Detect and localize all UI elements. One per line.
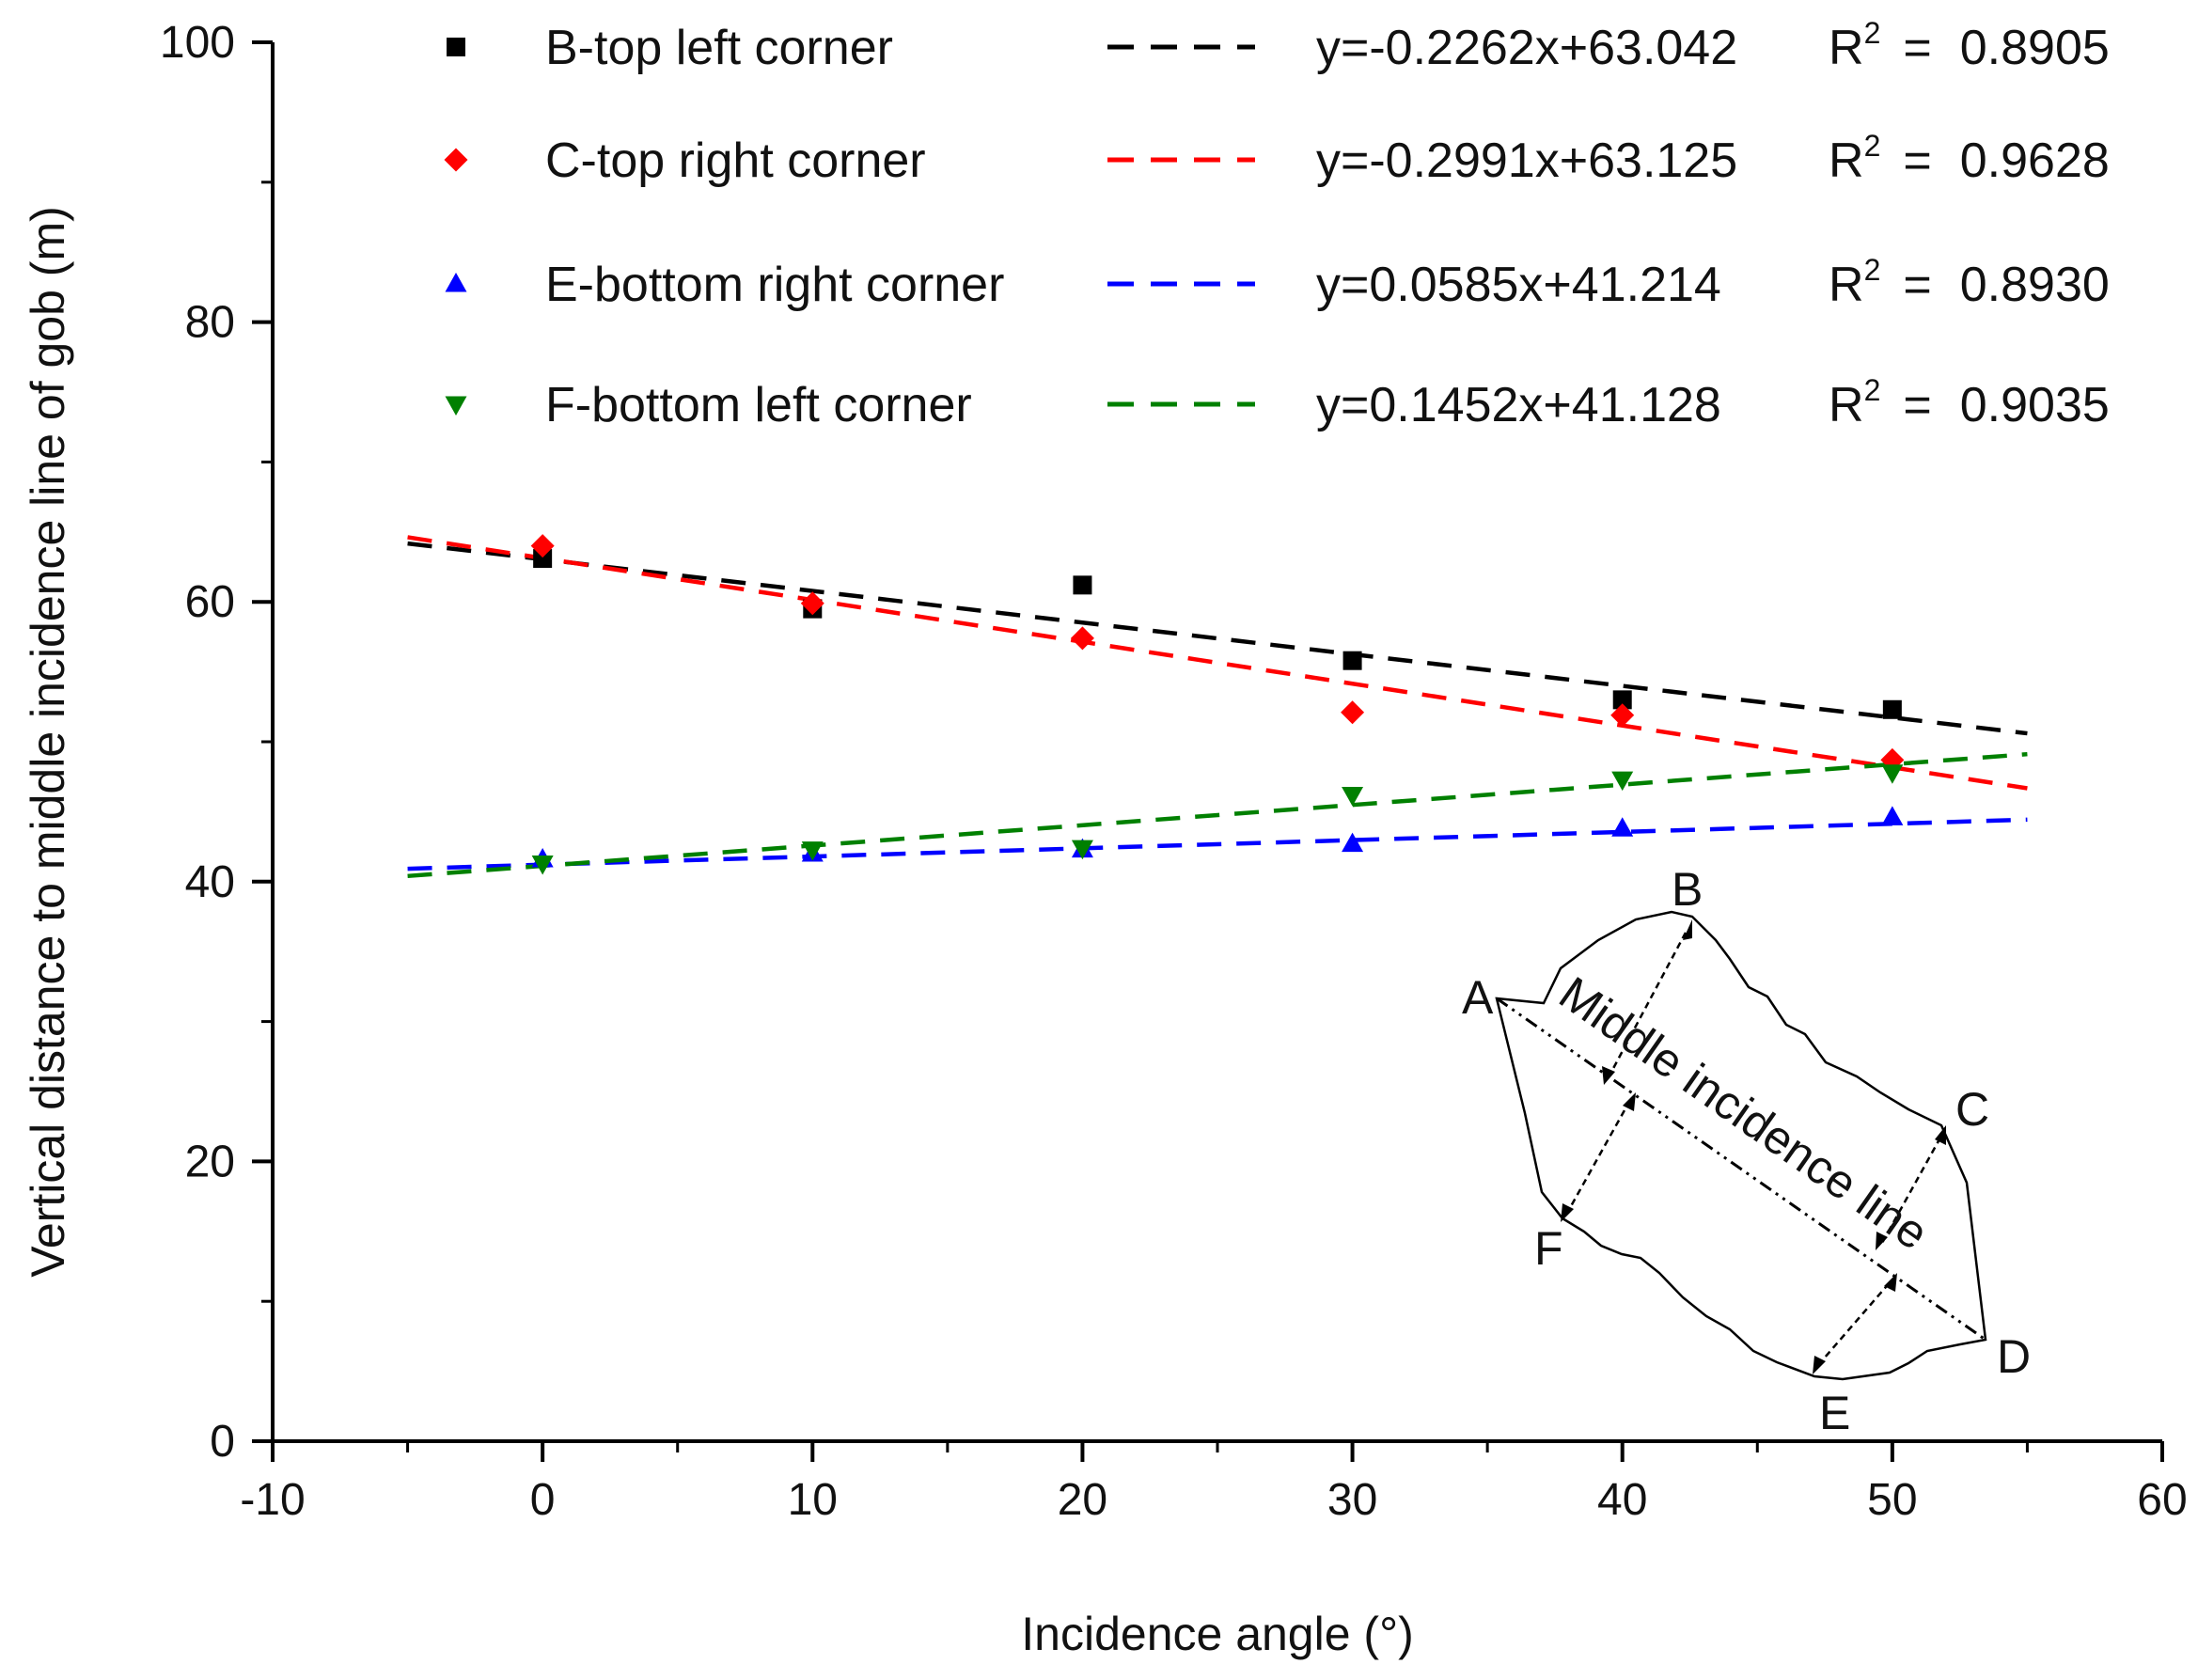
fit-line [407,535,2028,791]
legend-r-squared: R2 = 0.8905 [1829,16,2110,75]
y-tick-label: 100 [160,18,235,68]
legend-r-squared: R2 = 0.9035 [1829,373,2110,432]
data-markers [530,534,1905,875]
y-axis-title: Vertical distance to middle incidence li… [22,206,74,1277]
x-tick-label: 10 [788,1475,838,1525]
data-point [1612,690,1632,710]
fit-line [407,751,2028,879]
e-arrowhead [1813,1356,1826,1374]
legend: B-top left corner y=-0.2262x+63.042 R2 = 0.8… [444,16,2110,432]
data-point [1882,699,1902,719]
legend-label: B-top left corner [545,21,893,75]
x-tick-label: 0 [530,1475,556,1525]
gob-outline [1495,910,1987,1381]
middle-incidence-line [1496,997,1986,1342]
legend-r-squared: R2 = 0.8930 [1829,253,2110,312]
point-label-f: F [1534,1222,1563,1275]
y-tick-label: 0 [210,1417,235,1467]
data-point [1071,840,1093,860]
point-label-a: A [1462,971,1494,1024]
point-label-d: D [1997,1330,2031,1383]
data-point [1341,700,1365,725]
y-tick-label: 80 [185,298,235,348]
legend-equation: y=0.1452x+41.128 [1316,378,1721,432]
data-point [1073,575,1092,595]
fit-line [407,817,2028,871]
b-arrowhead [1683,919,1692,940]
f-arrowhead [1561,1203,1574,1222]
legend-equation: y=-0.2991x+63.125 [1316,133,1737,188]
x-tick-label: -10 [240,1475,305,1525]
y-tick-label: 60 [185,577,235,627]
x-tick-label: 20 [1058,1475,1107,1525]
x-tick-label: 60 [2137,1475,2187,1525]
data-point [445,396,467,416]
data-point [1611,817,1634,837]
b-distance-arrow [1608,932,1688,1076]
data-point [1610,703,1635,728]
gob-diagram: A B C D E F Middle incidence line [1462,863,2031,1439]
data-point [444,148,468,172]
data-point [531,855,554,875]
data-point [533,549,553,569]
e-foot-arrowhead [1884,1273,1897,1292]
x-tick-label: 30 [1327,1475,1377,1525]
c-foot-arrowhead [1876,1232,1888,1250]
legend-label: E-bottom right corner [545,258,1004,312]
data-point [800,591,824,616]
f-distance-arrow [1564,1101,1631,1216]
data-point [1342,651,1362,670]
legend-label: F-bottom left corner [545,378,972,432]
point-label-c: C [1955,1083,1989,1136]
y-tick-label: 40 [185,857,235,907]
e-distance-arrow [1817,1280,1892,1366]
data-point [1881,764,1904,784]
data-point [1611,771,1634,792]
x-tick-label: 40 [1597,1475,1647,1525]
fit-lines [407,535,2028,879]
data-point [801,841,824,861]
data-point [447,38,465,56]
x-axis-title: Incidence angle (°) [1021,1608,1413,1660]
data-point [1070,626,1094,651]
data-point [1342,787,1364,807]
legend-equation: y=-0.2262x+63.042 [1316,21,1737,75]
c-arrowhead [1935,1125,1946,1145]
c-distance-arrow [1880,1137,1942,1244]
data-point [445,273,467,292]
y-tick-label: 20 [185,1137,235,1186]
point-label-e: E [1819,1387,1850,1439]
middle-line-label: Middle incidence line [1550,966,1938,1260]
data-point [530,534,555,558]
legend-label: C-top right corner [545,133,926,188]
f-foot-arrowhead [1623,1092,1636,1111]
fit-line [407,541,2028,736]
legend-r-squared: R2 = 0.9628 [1829,129,2110,188]
data-point [1881,806,1904,825]
data-point [1342,832,1364,853]
b-foot-arrowhead [1602,1066,1615,1085]
point-label-b: B [1672,863,1703,916]
x-tick-label: 50 [1867,1475,1917,1525]
legend-equation: y=0.0585x+41.214 [1316,258,1721,312]
